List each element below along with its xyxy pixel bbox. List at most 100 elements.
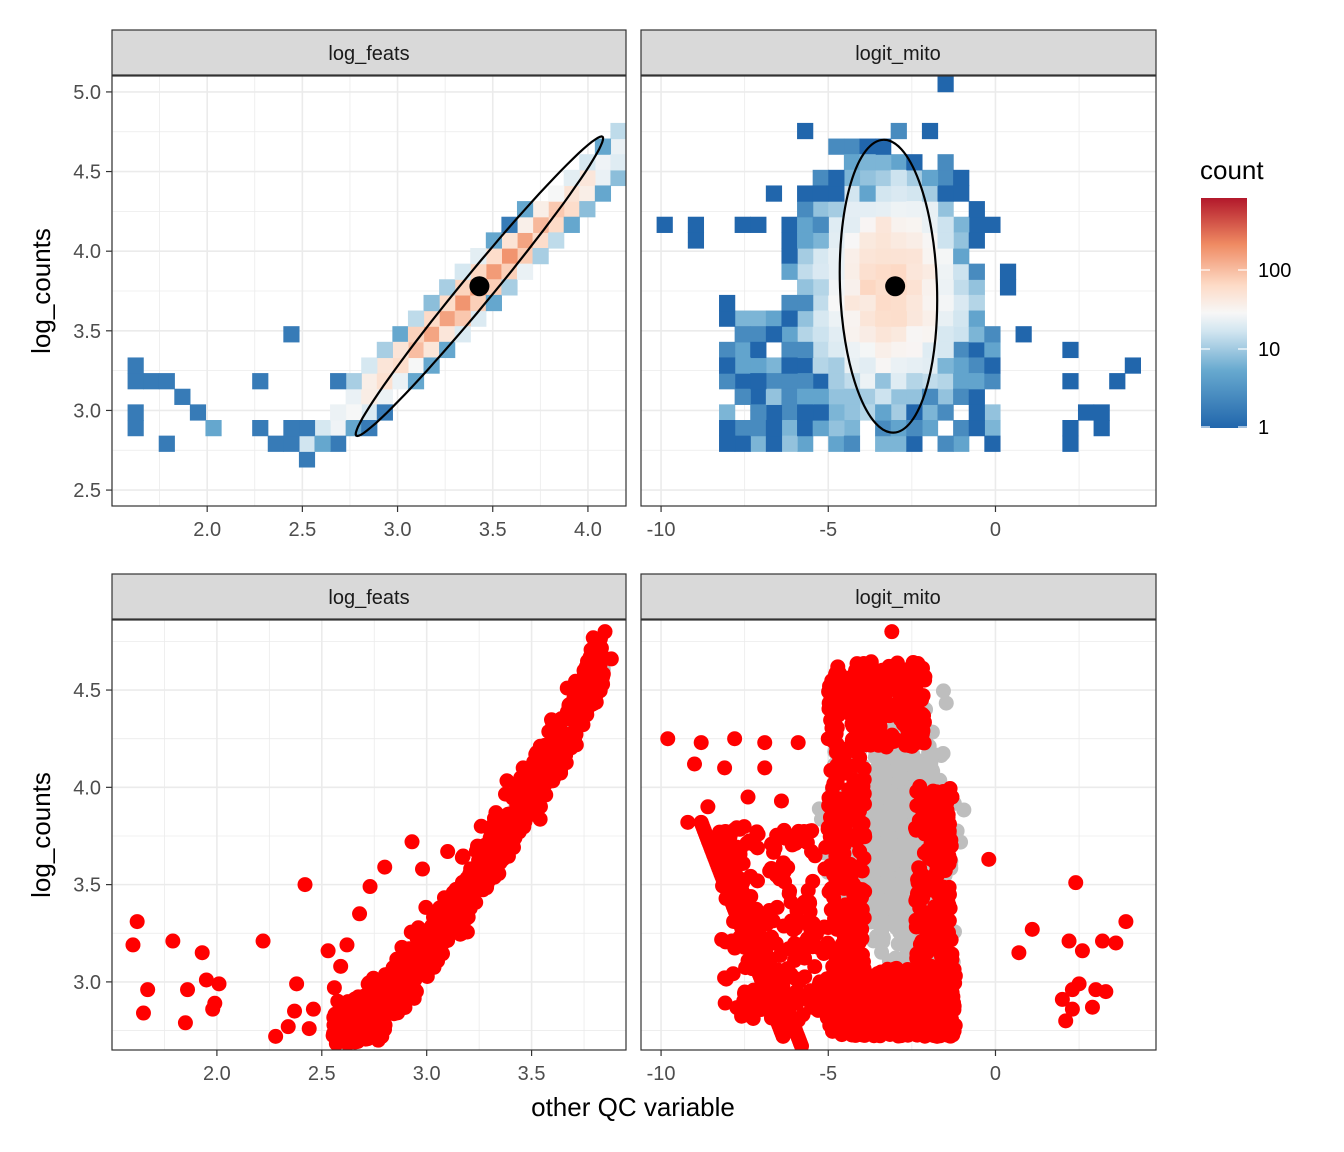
x-tick-label: 2.5	[288, 519, 316, 541]
outlier-point	[912, 900, 928, 916]
heatmap-tile	[984, 404, 1001, 421]
outlier-point	[280, 1019, 296, 1035]
x-tick-label: -10	[647, 1063, 676, 1085]
heatmap-tile	[267, 435, 284, 452]
outlier-point	[1094, 933, 1110, 949]
strip-label: log_feats	[328, 587, 409, 609]
gridlines	[111, 76, 626, 506]
outlier-point	[821, 884, 837, 900]
heatmap-tile	[439, 326, 456, 343]
scatter-points	[125, 624, 619, 1050]
outlier-point	[837, 678, 853, 694]
heatmap-tile	[423, 326, 440, 343]
heatmap-tile	[734, 435, 751, 452]
heatmap-tile	[937, 310, 954, 327]
heatmap-tile	[797, 216, 814, 233]
heatmap-tile	[361, 357, 378, 374]
outlier-point	[866, 679, 882, 695]
ellipse-overlay	[354, 135, 605, 438]
heatmap-tile	[734, 357, 751, 374]
outlier-point	[805, 873, 821, 889]
heatmap-tile	[750, 404, 767, 421]
heatmap-tile	[174, 388, 191, 405]
heatmap-tile	[906, 357, 923, 374]
heatmap-tile	[828, 216, 845, 233]
outlier-point	[914, 867, 930, 883]
outlier-point	[787, 835, 803, 851]
outlier-point	[916, 845, 932, 861]
heatmap-tile	[906, 216, 923, 233]
outlier-point	[729, 820, 745, 836]
heatmap-tile	[532, 248, 549, 265]
heatmap-tile	[797, 420, 814, 437]
outlier-point	[884, 624, 900, 640]
heatmap-tile	[127, 373, 144, 390]
heatmap-tile	[890, 388, 907, 405]
heatmap-tile	[485, 263, 502, 280]
outlier-point	[794, 1038, 810, 1050]
heatmap-tile	[687, 232, 705, 249]
outlier-point	[361, 975, 377, 991]
outlier-point	[463, 887, 479, 903]
heatmap-tile	[797, 122, 814, 140]
y-tick-label: 4.0	[73, 777, 101, 799]
outlier-point	[820, 819, 836, 835]
outlier-point	[851, 804, 867, 820]
heatmap-tile	[953, 232, 970, 249]
outlier-point	[431, 936, 447, 952]
heatmap-tile	[407, 326, 425, 343]
heatmap-tile	[937, 357, 954, 374]
heatmap-tile	[734, 341, 751, 359]
heatmap-tile	[781, 294, 798, 312]
outlier-point	[892, 973, 908, 989]
inlier-point	[869, 902, 885, 918]
outlier-point	[808, 926, 824, 942]
heatmap-tile	[314, 435, 331, 452]
heatmap-tile	[392, 357, 409, 374]
heatmap-tile	[890, 404, 907, 421]
strip-background	[111, 29, 627, 76]
heatmap-tile	[501, 248, 518, 265]
outlier-point	[889, 659, 905, 675]
heatmap-tile	[548, 216, 565, 233]
heatmap-tile	[812, 420, 829, 437]
heatmap-tile	[937, 216, 954, 233]
y-tick-label: 4.5	[73, 162, 101, 184]
outlier-point	[822, 678, 838, 694]
heatmap-tile	[781, 216, 798, 233]
outlier-point	[941, 913, 957, 929]
outlier-point	[854, 931, 870, 947]
outlier-point	[800, 991, 816, 1007]
heatmap-tile	[968, 232, 985, 249]
outlier-point	[981, 851, 997, 867]
heatmap-tile	[485, 294, 502, 312]
heatmap-tile	[579, 201, 596, 218]
outlier-point	[849, 880, 865, 896]
heatmap-tile	[953, 310, 970, 327]
outlier-point	[363, 1023, 379, 1039]
outlier-point	[856, 786, 872, 802]
inlier-point	[894, 867, 910, 883]
heatmap-tile	[626, 107, 642, 123]
heatmap-tile	[765, 373, 783, 390]
outlier-point	[1074, 943, 1090, 959]
outlier-point	[847, 861, 863, 877]
heatmap-tile	[875, 341, 892, 359]
heatmap-tile	[984, 373, 1001, 390]
heatmap-tile	[454, 279, 471, 296]
heatmap-tile	[330, 420, 347, 437]
heatmap-tile	[843, 232, 861, 249]
heatmap-tile	[875, 310, 892, 327]
heatmap-tile	[781, 232, 798, 249]
heatmap-tile	[594, 154, 612, 171]
heatmap-tile	[953, 248, 970, 265]
outlier-point	[557, 741, 573, 757]
x-tick-label: -10	[647, 519, 676, 541]
outlier-point	[769, 899, 785, 915]
heatmap-tile	[532, 232, 549, 249]
heatmap-tile	[843, 310, 861, 327]
heatmap-tile	[906, 185, 923, 202]
heatmap-tile	[843, 138, 861, 155]
outlier-point	[857, 964, 873, 980]
